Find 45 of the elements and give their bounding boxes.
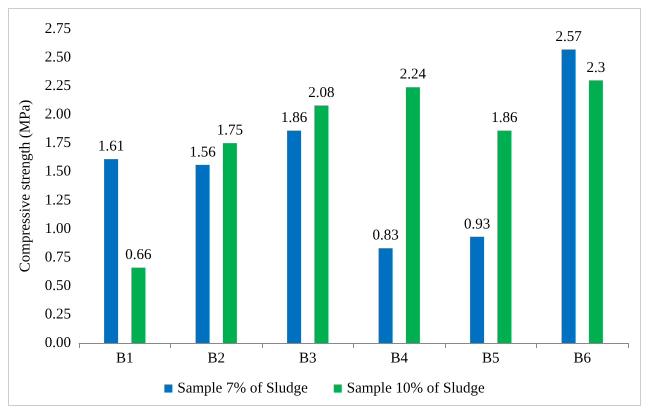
data-label: 2.57 xyxy=(555,29,582,46)
bar xyxy=(196,164,210,343)
bar xyxy=(104,159,118,343)
x-tick-label: B4 xyxy=(390,350,408,366)
y-tick-label: 0.50 xyxy=(44,278,71,294)
data-label: 2.3 xyxy=(586,60,606,76)
data-label: 0.66 xyxy=(125,247,152,264)
x-tick-label: B1 xyxy=(116,350,134,366)
bar xyxy=(406,87,420,343)
data-label: 1.61 xyxy=(98,138,124,155)
data-label: 2.08 xyxy=(308,85,335,101)
bar xyxy=(287,130,302,343)
legend-label: Sample 10% of Sludge xyxy=(346,380,485,396)
data-label: 0.83 xyxy=(372,228,399,244)
y-tick-label: 1.50 xyxy=(44,164,71,180)
data-label: 1.86 xyxy=(280,110,308,126)
bar xyxy=(222,143,237,343)
data-label: 1.86 xyxy=(491,110,518,126)
data-label: 2.24 xyxy=(400,66,427,83)
bar xyxy=(497,130,512,343)
x-tick-label: B3 xyxy=(298,350,317,366)
y-tick-label: 1.00 xyxy=(44,220,71,237)
data-label: 1.75 xyxy=(216,122,244,139)
y-tick-label: 2.25 xyxy=(44,78,71,94)
y-tick-label: 0.75 xyxy=(44,249,71,266)
bar xyxy=(314,106,328,343)
y-tick-label: 2.75 xyxy=(44,21,71,37)
y-tick-label: 2.50 xyxy=(44,50,71,66)
bar xyxy=(131,268,146,343)
data-label: 0.93 xyxy=(464,216,490,232)
x-tick-label: B2 xyxy=(207,350,226,366)
data-label: 1.56 xyxy=(189,144,216,160)
y-axis-title: Compressive strength (MPa) xyxy=(18,100,34,272)
y-tick-label: 0.25 xyxy=(44,306,71,322)
x-tick-label: B5 xyxy=(482,350,500,366)
legend-label: Sample 7% of Sludge xyxy=(177,380,308,396)
y-tick-label: 0.00 xyxy=(44,335,71,351)
x-tick-label: B6 xyxy=(573,350,592,366)
y-tick-label: 2.00 xyxy=(44,106,71,123)
y-tick-label: 1.25 xyxy=(44,192,71,208)
bar xyxy=(470,236,484,343)
bar xyxy=(378,248,393,343)
bar xyxy=(588,80,603,343)
bar xyxy=(562,50,576,343)
y-tick-label: 1.75 xyxy=(44,135,71,152)
